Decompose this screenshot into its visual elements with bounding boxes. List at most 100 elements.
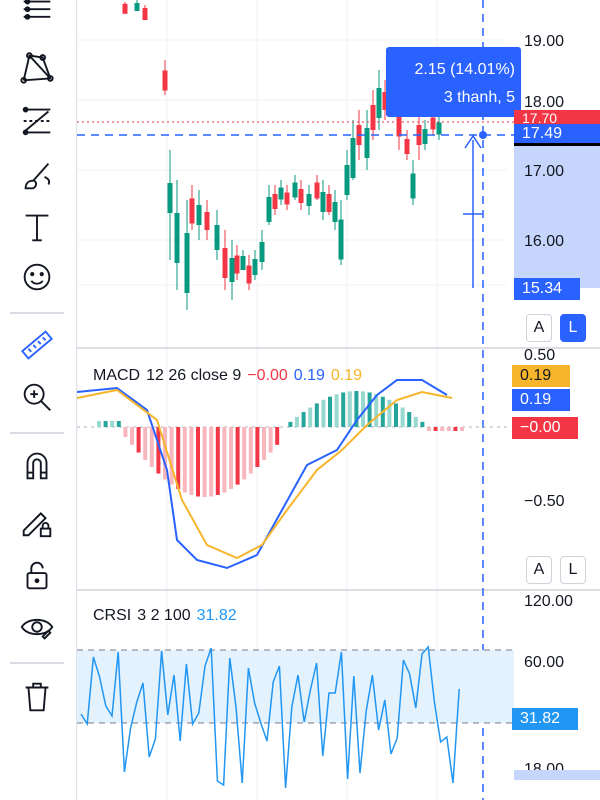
candle-body [382, 92, 388, 110]
macd-legend: MACD 12 26 close 9 −0.00 0.19 0.19 [93, 367, 368, 385]
log-scale-button-price[interactable]: L [560, 314, 586, 342]
macd-legend-params: 12 26 close 9 [146, 367, 242, 384]
macd-histogram-bar [255, 427, 260, 467]
macd-histogram-bar [460, 427, 464, 431]
candle-body [350, 138, 356, 178]
macd-histogram-bar [446, 427, 451, 431]
unlock-icon[interactable] [14, 552, 60, 598]
macd-histogram-bar [354, 391, 359, 427]
candle-body [122, 3, 128, 14]
tooltip-line2: 3 thanh, 5 [443, 89, 515, 106]
zoom-icon[interactable] [14, 374, 60, 420]
macd-histogram-bar [321, 399, 326, 427]
chart-area[interactable]: 19.00 18.00 17.00 16.00 0.50 −0.50 120.00 60.00… [77, 0, 600, 800]
candle-body [214, 225, 220, 250]
candle-body [344, 165, 350, 195]
auto-scale-button-price[interactable]: A [526, 314, 552, 342]
candle-body [142, 8, 148, 20]
brush-icon[interactable] [14, 152, 60, 198]
macd-histogram-bar [394, 403, 398, 427]
candle-body [222, 248, 228, 278]
macd-legend-v3: 0.19 [330, 367, 363, 384]
price-tag-red: 17.70 [514, 110, 600, 126]
candle-body [314, 182, 320, 199]
crsi-tag: 31.82 [512, 708, 578, 730]
macd-histogram-bar [420, 421, 425, 427]
macd-legend-v1: −0.00 [247, 367, 288, 384]
candle-body [332, 202, 338, 222]
candle-body [410, 173, 416, 199]
text-icon[interactable] [14, 204, 60, 250]
macd-histogram-bar [156, 427, 161, 474]
patterns-icon[interactable] [14, 44, 60, 90]
candle-body [284, 192, 290, 205]
candle-body [436, 122, 442, 135]
crsi-axis-label: 60.00 [524, 654, 564, 671]
macd-histogram-bar [110, 421, 115, 427]
candle-body [167, 183, 173, 213]
candle-body [259, 242, 265, 262]
candle-body [272, 194, 278, 209]
crsi-legend-value: 31.82 [196, 607, 237, 624]
macd-tag-macd: 0.19 [512, 389, 570, 411]
trend-lines-icon[interactable] [14, 0, 60, 36]
candle-body [266, 197, 272, 222]
candle-body [189, 198, 195, 224]
macd-histogram-bar [123, 427, 128, 437]
log-scale-button-macd[interactable]: L [560, 556, 586, 584]
macd-tag-hist: −0.00 [512, 417, 578, 439]
ruler-icon[interactable] [14, 322, 60, 368]
macd-histogram-bar [347, 391, 352, 427]
macd-histogram-bar [262, 427, 266, 460]
lock-drawing-icon[interactable] [14, 498, 60, 544]
crsi-legend-params: 3 2 100 [137, 607, 191, 624]
macd-histogram-bar [248, 427, 253, 474]
measure-arrow-head [464, 134, 482, 149]
crsi-axis-highlight [514, 770, 600, 780]
macd-histogram-bar [367, 392, 372, 427]
macd-histogram-bar [295, 416, 299, 427]
trash-icon[interactable] [14, 674, 60, 720]
candle-body [204, 212, 210, 230]
macd-histogram-bar [440, 427, 445, 431]
candle-body [292, 182, 298, 198]
measure-axis-band [514, 136, 600, 288]
candle-body [376, 88, 382, 118]
price-tag-measure-low: 15.34 [514, 278, 580, 300]
macd-histogram-bar [229, 427, 233, 489]
candle-body [422, 129, 428, 144]
crsi-axis-label: 120.00 [524, 593, 573, 610]
macd-histogram-bar [387, 399, 392, 427]
macd-axis-label: −0.50 [524, 493, 565, 510]
candle-body [234, 255, 240, 274]
price-axis-label: 17.00 [524, 163, 564, 180]
macd-legend-v2: 0.19 [293, 367, 325, 384]
fib-icon[interactable] [14, 98, 60, 144]
macd-line [77, 379, 448, 570]
price-axis-label: 18.00 [524, 94, 564, 111]
candle-body [229, 258, 235, 282]
candle-body [196, 205, 202, 225]
macd-histogram-bar [196, 427, 200, 497]
candle-body [326, 194, 332, 212]
candle-body [306, 194, 312, 206]
crsi-legend: CRSI 3 2 100 31.82 [93, 607, 243, 625]
emoji-icon[interactable] [14, 254, 60, 300]
chart-canvas[interactable]: 19.00 18.00 17.00 16.00 0.50 −0.50 120.00 60.00… [77, 0, 600, 800]
macd-histogram-bar [433, 427, 438, 431]
macd-histogram-bar [288, 421, 293, 427]
macd-histogram-bar [301, 412, 306, 427]
macd-legend-name: MACD [93, 367, 141, 384]
macd-axis-label: 0.50 [524, 347, 555, 364]
macd-histogram-bar [374, 394, 379, 427]
candle-body [174, 213, 180, 263]
crosshair-dot [479, 131, 487, 139]
macd-signal-line [77, 388, 453, 560]
macd-histogram-bar [400, 407, 405, 427]
candle-body [370, 105, 376, 130]
candle-body [246, 265, 252, 284]
auto-scale-button-macd[interactable]: A [526, 556, 552, 584]
price-axis-label: 16.00 [524, 233, 564, 250]
eye-icon[interactable] [14, 604, 60, 650]
magnet-icon[interactable] [14, 442, 60, 488]
